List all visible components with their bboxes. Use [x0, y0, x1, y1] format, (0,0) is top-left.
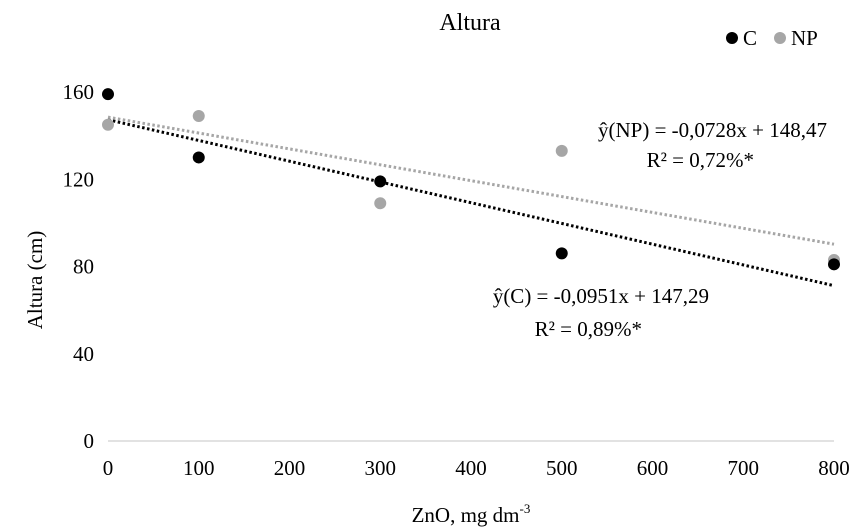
legend-marker-np [774, 32, 786, 44]
x-tick-label: 200 [274, 456, 306, 480]
data-point-np [374, 197, 387, 210]
data-point-np [555, 144, 568, 157]
data-point-c [555, 247, 568, 260]
data-point-c [828, 258, 840, 271]
legend-label-c: C [743, 26, 757, 50]
y-tick-label: 160 [63, 80, 95, 104]
x-tick-label: 400 [455, 456, 487, 480]
data-point-c [192, 151, 205, 164]
x-tick-label: 100 [183, 456, 215, 480]
legend-label-np: NP [791, 26, 818, 50]
r2-np: R² = 0,72%* [647, 148, 754, 172]
y-tick-label: 120 [63, 167, 95, 191]
equation-np: ŷ(NP) = -0,0728x + 148,47 [598, 118, 827, 142]
x-tick-label: 600 [637, 456, 669, 480]
y-tick-label: 0 [84, 429, 95, 453]
legend: C NP [726, 26, 818, 50]
y-tick-labels: 0 40 80 120 160 [63, 80, 95, 453]
data-point-c [374, 175, 387, 188]
x-tick-labels: 0 100 200 300 400 500 600 700 800 [103, 456, 850, 480]
data-point-np [102, 118, 114, 131]
annotation-np: ŷ(NP) = -0,0728x + 148,47 R² = 0,72%* [598, 118, 827, 172]
x-tick-label: 0 [103, 456, 114, 480]
data-point-np [192, 109, 205, 122]
x-axis-label-main: ZnO, mg dm [412, 503, 520, 527]
data-points [102, 88, 840, 271]
y-tick-label: 80 [73, 255, 94, 279]
x-tick-label: 700 [728, 456, 760, 480]
chart-title: Altura [439, 10, 501, 36]
x-axis-label-superscript: -3 [520, 501, 531, 516]
r2-c: R² = 0,89%* [535, 317, 642, 341]
annotation-c: ŷ(C) = -0,0951x + 147,29 R² = 0,89%* [493, 284, 709, 341]
x-tick-label: 500 [546, 456, 578, 480]
x-tick-label: 300 [365, 456, 397, 480]
y-axis-label: Altura (cm) [23, 231, 47, 330]
trend-lines [107, 115, 835, 288]
y-tick-label: 40 [73, 342, 94, 366]
data-point-c [102, 88, 114, 101]
x-axis-label: ZnO, mg dm-3 [412, 501, 531, 527]
legend-marker-c [726, 32, 738, 44]
x-tick-label: 800 [818, 456, 850, 480]
trend-line-c [107, 118, 835, 288]
equation-c: ŷ(C) = -0,0951x + 147,29 [493, 284, 709, 308]
